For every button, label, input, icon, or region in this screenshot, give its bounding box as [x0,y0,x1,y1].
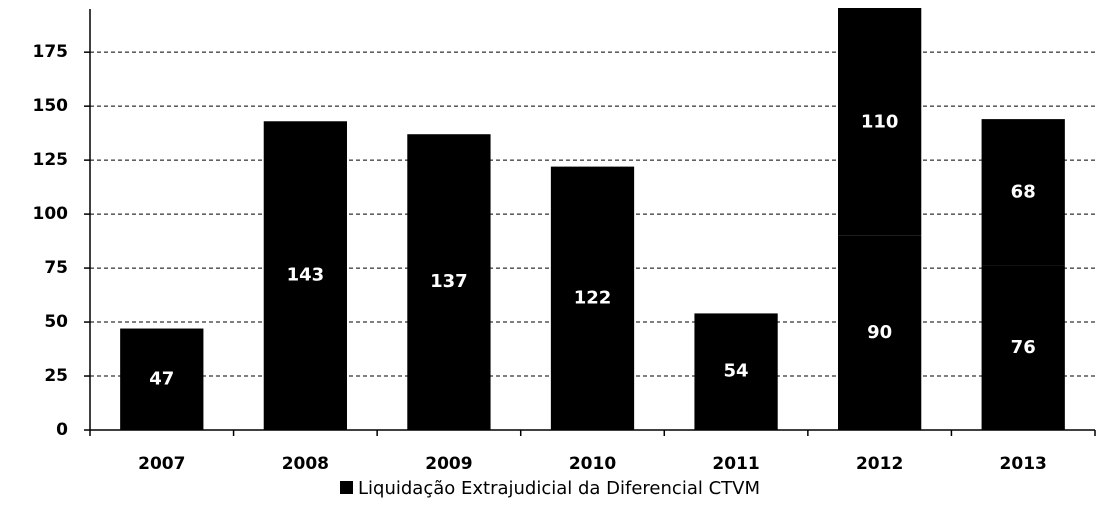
bar-segment [263,121,347,431]
x-tick-label: 2008 [282,454,329,474]
x-tick-label: 2013 [1000,454,1047,474]
data-label: 90 [867,322,892,343]
x-tick-label: 2011 [712,454,759,474]
bar-segment [120,328,204,430]
legend-swatch [340,481,353,494]
plot-area: 47 143 137 122 54 90 110 76 68 [120,8,1065,431]
bar-segment [694,313,778,430]
x-tick-label: 2007 [138,454,185,474]
bar-segment [838,235,922,430]
bar-segment [981,119,1065,266]
y-tick-label: 175 [33,42,69,62]
legend-label: Liquidação Extrajudicial da Diferencial … [358,478,760,499]
data-label: 143 [287,265,325,286]
data-label: 47 [149,368,174,389]
y-tick-label: 0 [56,420,68,440]
bar-segment [407,134,491,430]
bar-segment [838,8,922,236]
y-tick-label: 50 [44,312,68,332]
bar-segment [981,265,1065,430]
data-label: 68 [1011,182,1036,203]
y-tick-label: 100 [33,204,69,224]
x-tick-label: 2009 [425,454,472,474]
bar-segment [550,166,635,430]
x-tick-label: 2010 [569,454,616,474]
data-label: 122 [574,287,612,308]
x-tick-label: 2012 [856,454,903,474]
y-tick-label: 150 [33,96,69,116]
y-tick-label: 75 [44,258,68,278]
data-label: 54 [724,361,749,382]
y-tick-label: 25 [44,366,68,386]
data-label: 110 [861,111,899,132]
data-label: 76 [1011,337,1036,358]
data-label: 137 [430,271,468,292]
y-tick-label: 125 [33,150,69,170]
